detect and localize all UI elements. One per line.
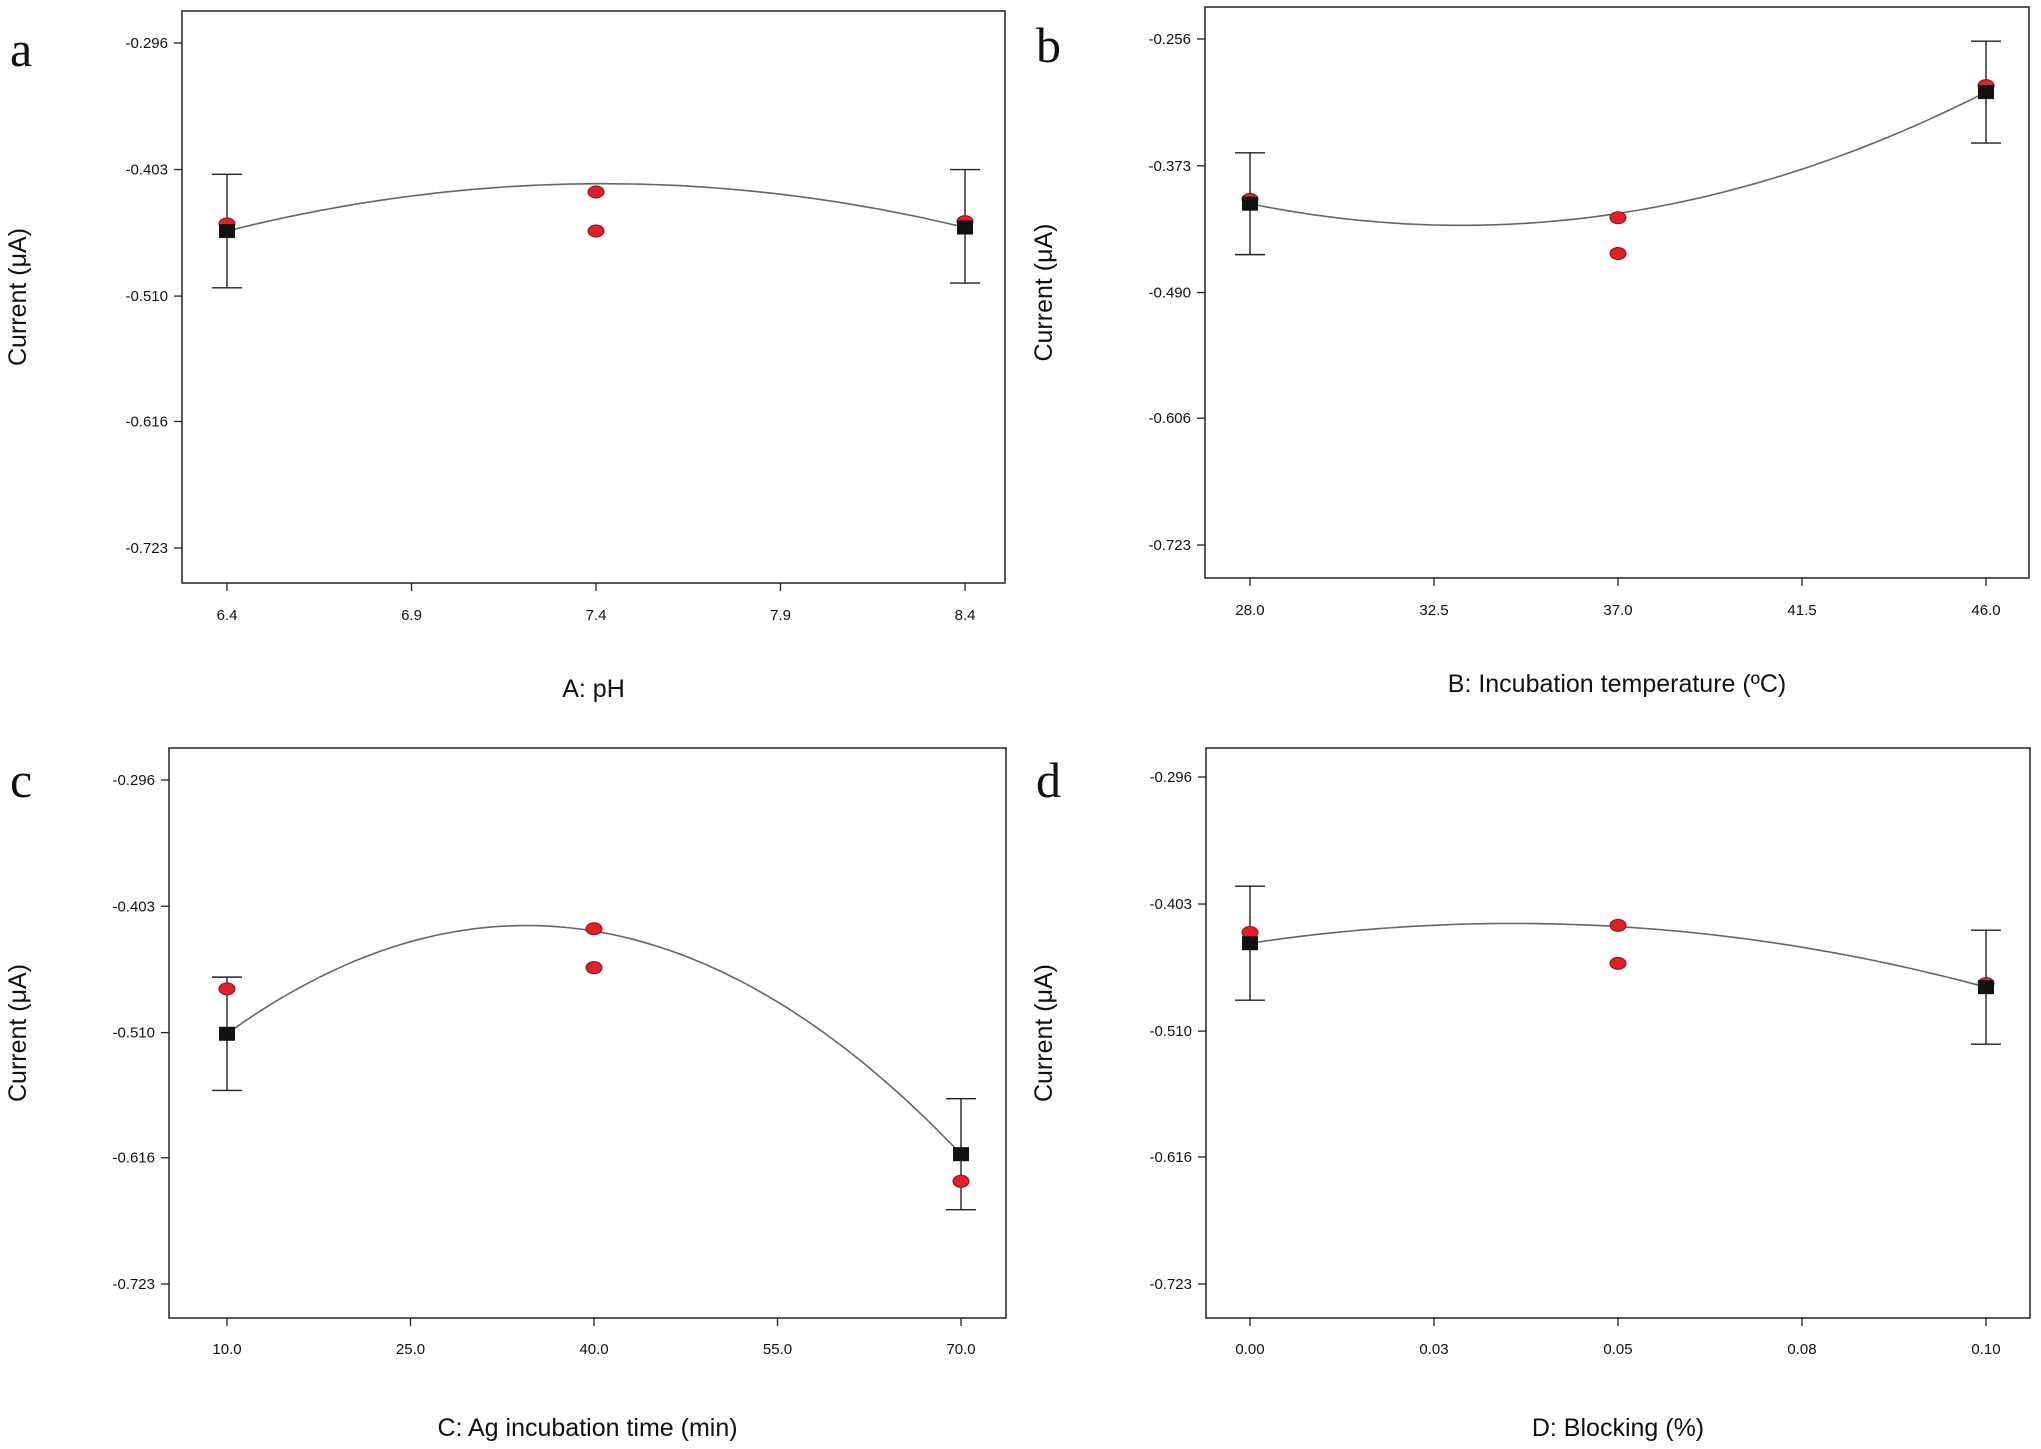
panel-letter: d xyxy=(1036,752,1061,808)
x-axis-title: B: Incubation temperature (ºC) xyxy=(1448,670,1786,698)
y-tick-label: -0.616 xyxy=(125,413,168,430)
actual-data-point xyxy=(1609,247,1627,261)
actual-data-point xyxy=(1609,918,1627,932)
y-tick-label: -0.490 xyxy=(1148,285,1191,302)
plot-frame xyxy=(181,10,1006,584)
panel-letter: a xyxy=(10,21,32,77)
y-tick-label: -0.723 xyxy=(125,540,168,557)
actual-data-point xyxy=(1609,956,1627,970)
x-tick-label: 28.0 xyxy=(1235,602,1264,619)
actual-data-point xyxy=(587,224,605,238)
x-axis-title: A: pH xyxy=(562,675,625,703)
x-tick-label: 70.0 xyxy=(946,1341,975,1358)
actual-data-point xyxy=(952,1174,970,1188)
x-tick-label: 6.4 xyxy=(217,607,238,624)
x-tick-label: 7.9 xyxy=(770,607,791,624)
y-tick-label: -0.296 xyxy=(125,35,168,52)
predicted-point xyxy=(1242,196,1258,211)
y-tick-label: -0.616 xyxy=(1149,1149,1192,1166)
x-tick-label: 0.10 xyxy=(1971,1341,2000,1358)
y-tick-label: -0.256 xyxy=(1148,31,1191,48)
chart-panel-c: c -0.296 -0.403 -0.510 -0.616 -0.723 10.0 25.0 4… xyxy=(4,747,1007,1442)
predicted-point xyxy=(1978,980,1994,995)
x-tick-label: 8.4 xyxy=(955,607,976,624)
y-tick-label: -0.723 xyxy=(1149,1276,1192,1293)
y-tick-label: -0.510 xyxy=(125,288,168,305)
y-tick-label: -0.296 xyxy=(112,772,155,789)
x-tick-label: 40.0 xyxy=(579,1341,608,1358)
predicted-point xyxy=(1978,85,1994,100)
y-tick-label: -0.616 xyxy=(112,1150,155,1167)
y-tick-label: -0.606 xyxy=(1148,410,1191,427)
x-tick-label: 46.0 xyxy=(1971,602,2000,619)
panel-letter: c xyxy=(10,752,32,808)
actual-data-point xyxy=(585,922,603,936)
x-tick-label: 25.0 xyxy=(396,1341,425,1358)
x-tick-label: 10.0 xyxy=(212,1341,241,1358)
predicted-point xyxy=(953,1147,969,1162)
fitted-curve xyxy=(226,182,966,232)
x-tick-label: 0.03 xyxy=(1419,1341,1448,1358)
x-axis-title: D: Blocking (%) xyxy=(1532,1414,1704,1442)
actual-data-point xyxy=(585,961,603,975)
y-tick-label: -0.510 xyxy=(112,1025,155,1042)
y-tick-label: -0.403 xyxy=(1149,896,1192,913)
chart-panel-d: d -0.296 -0.403 -0.510 -0.616 -0.723 0.00 0.03 0… xyxy=(1030,747,2031,1442)
chart-panel-b: b -0.256 -0.373 -0.490 -0.606 -0.723 28.0 32.5 3… xyxy=(1030,6,2030,698)
y-tick-label: -0.403 xyxy=(125,162,168,179)
fitted-curve xyxy=(1249,922,1987,988)
y-tick-label: -0.403 xyxy=(112,898,155,915)
y-tick-label: -0.723 xyxy=(112,1276,155,1293)
x-tick-label: 41.5 xyxy=(1787,602,1816,619)
panel-letter: b xyxy=(1036,17,1061,73)
y-axis-title: Current (μA) xyxy=(4,964,32,1102)
x-tick-label: 32.5 xyxy=(1419,602,1448,619)
chart-panel-a: a -0.296 -0.403 -0.510 -0.616 -0.723 6.4 6.9 7.4… xyxy=(4,10,1006,703)
x-tick-label: 7.4 xyxy=(586,607,607,624)
y-tick-label: -0.373 xyxy=(1148,158,1191,175)
x-tick-label: 6.9 xyxy=(401,607,422,624)
actual-data-point xyxy=(218,982,236,996)
y-tick-label: -0.723 xyxy=(1148,537,1191,554)
x-tick-label: 37.0 xyxy=(1603,602,1632,619)
predicted-point xyxy=(1242,936,1258,951)
x-tick-label: 0.05 xyxy=(1603,1341,1632,1358)
y-axis-title: Current (μA) xyxy=(4,228,32,366)
plot-frame xyxy=(168,747,1007,1319)
predicted-point xyxy=(219,224,235,239)
y-axis-title: Current (μA) xyxy=(1030,223,1058,361)
x-tick-label: 55.0 xyxy=(763,1341,792,1358)
y-tick-label: -0.296 xyxy=(1149,769,1192,786)
fitted-curve xyxy=(1249,91,1987,227)
x-tick-label: 0.00 xyxy=(1235,1341,1264,1358)
plot-frame xyxy=(1205,747,2031,1319)
x-axis-title: C: Ag incubation time (min) xyxy=(437,1414,737,1442)
y-tick-label: -0.510 xyxy=(1149,1023,1192,1040)
actual-data-point xyxy=(587,185,605,199)
actual-data-point xyxy=(1609,211,1627,225)
predicted-point xyxy=(219,1026,235,1041)
plot-frame xyxy=(1204,6,2030,579)
fitted-curve xyxy=(226,924,962,1155)
predicted-point xyxy=(957,220,973,235)
x-tick-label: 0.08 xyxy=(1787,1341,1816,1358)
y-axis-title: Current (μA) xyxy=(1030,964,1058,1102)
